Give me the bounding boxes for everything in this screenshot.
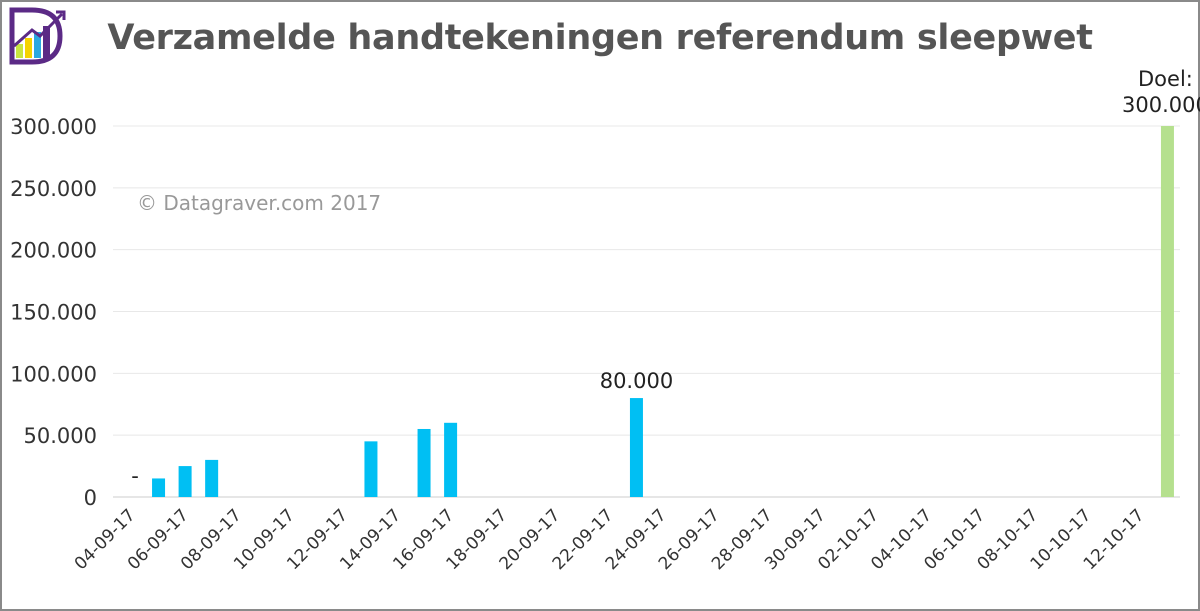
datagraver-logo-icon	[9, 7, 66, 65]
signature-bar	[417, 428, 431, 497]
y-tick-label: 100.000	[10, 362, 97, 386]
goal-bar	[1160, 126, 1174, 497]
goal-label-line2: 300.000	[1122, 93, 1200, 117]
y-tick-label: 50.000	[24, 424, 97, 448]
y-tick-label: 200.000	[10, 239, 97, 263]
signature-bar	[364, 441, 378, 497]
data-label: 80.000	[600, 369, 673, 393]
start-marker-label: -	[131, 464, 139, 488]
signature-bar	[152, 478, 166, 497]
y-tick-label: 250.000	[10, 177, 97, 201]
copyright-text: © Datagraver.com 2017	[137, 191, 381, 215]
signature-bar	[629, 398, 643, 497]
signature-bar	[444, 422, 458, 497]
signature-bar	[205, 459, 219, 497]
goal-label-line1: Doel:	[1138, 67, 1193, 91]
y-tick-label: 150.000	[10, 301, 97, 325]
chart-title: Verzamelde handtekeningen referendum sle…	[107, 18, 1093, 58]
y-tick-label: 300.000	[10, 115, 97, 139]
y-tick-label: 0	[84, 486, 97, 510]
signature-bar	[178, 466, 192, 497]
